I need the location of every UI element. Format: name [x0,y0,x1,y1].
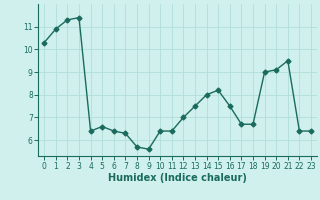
X-axis label: Humidex (Indice chaleur): Humidex (Indice chaleur) [108,173,247,183]
